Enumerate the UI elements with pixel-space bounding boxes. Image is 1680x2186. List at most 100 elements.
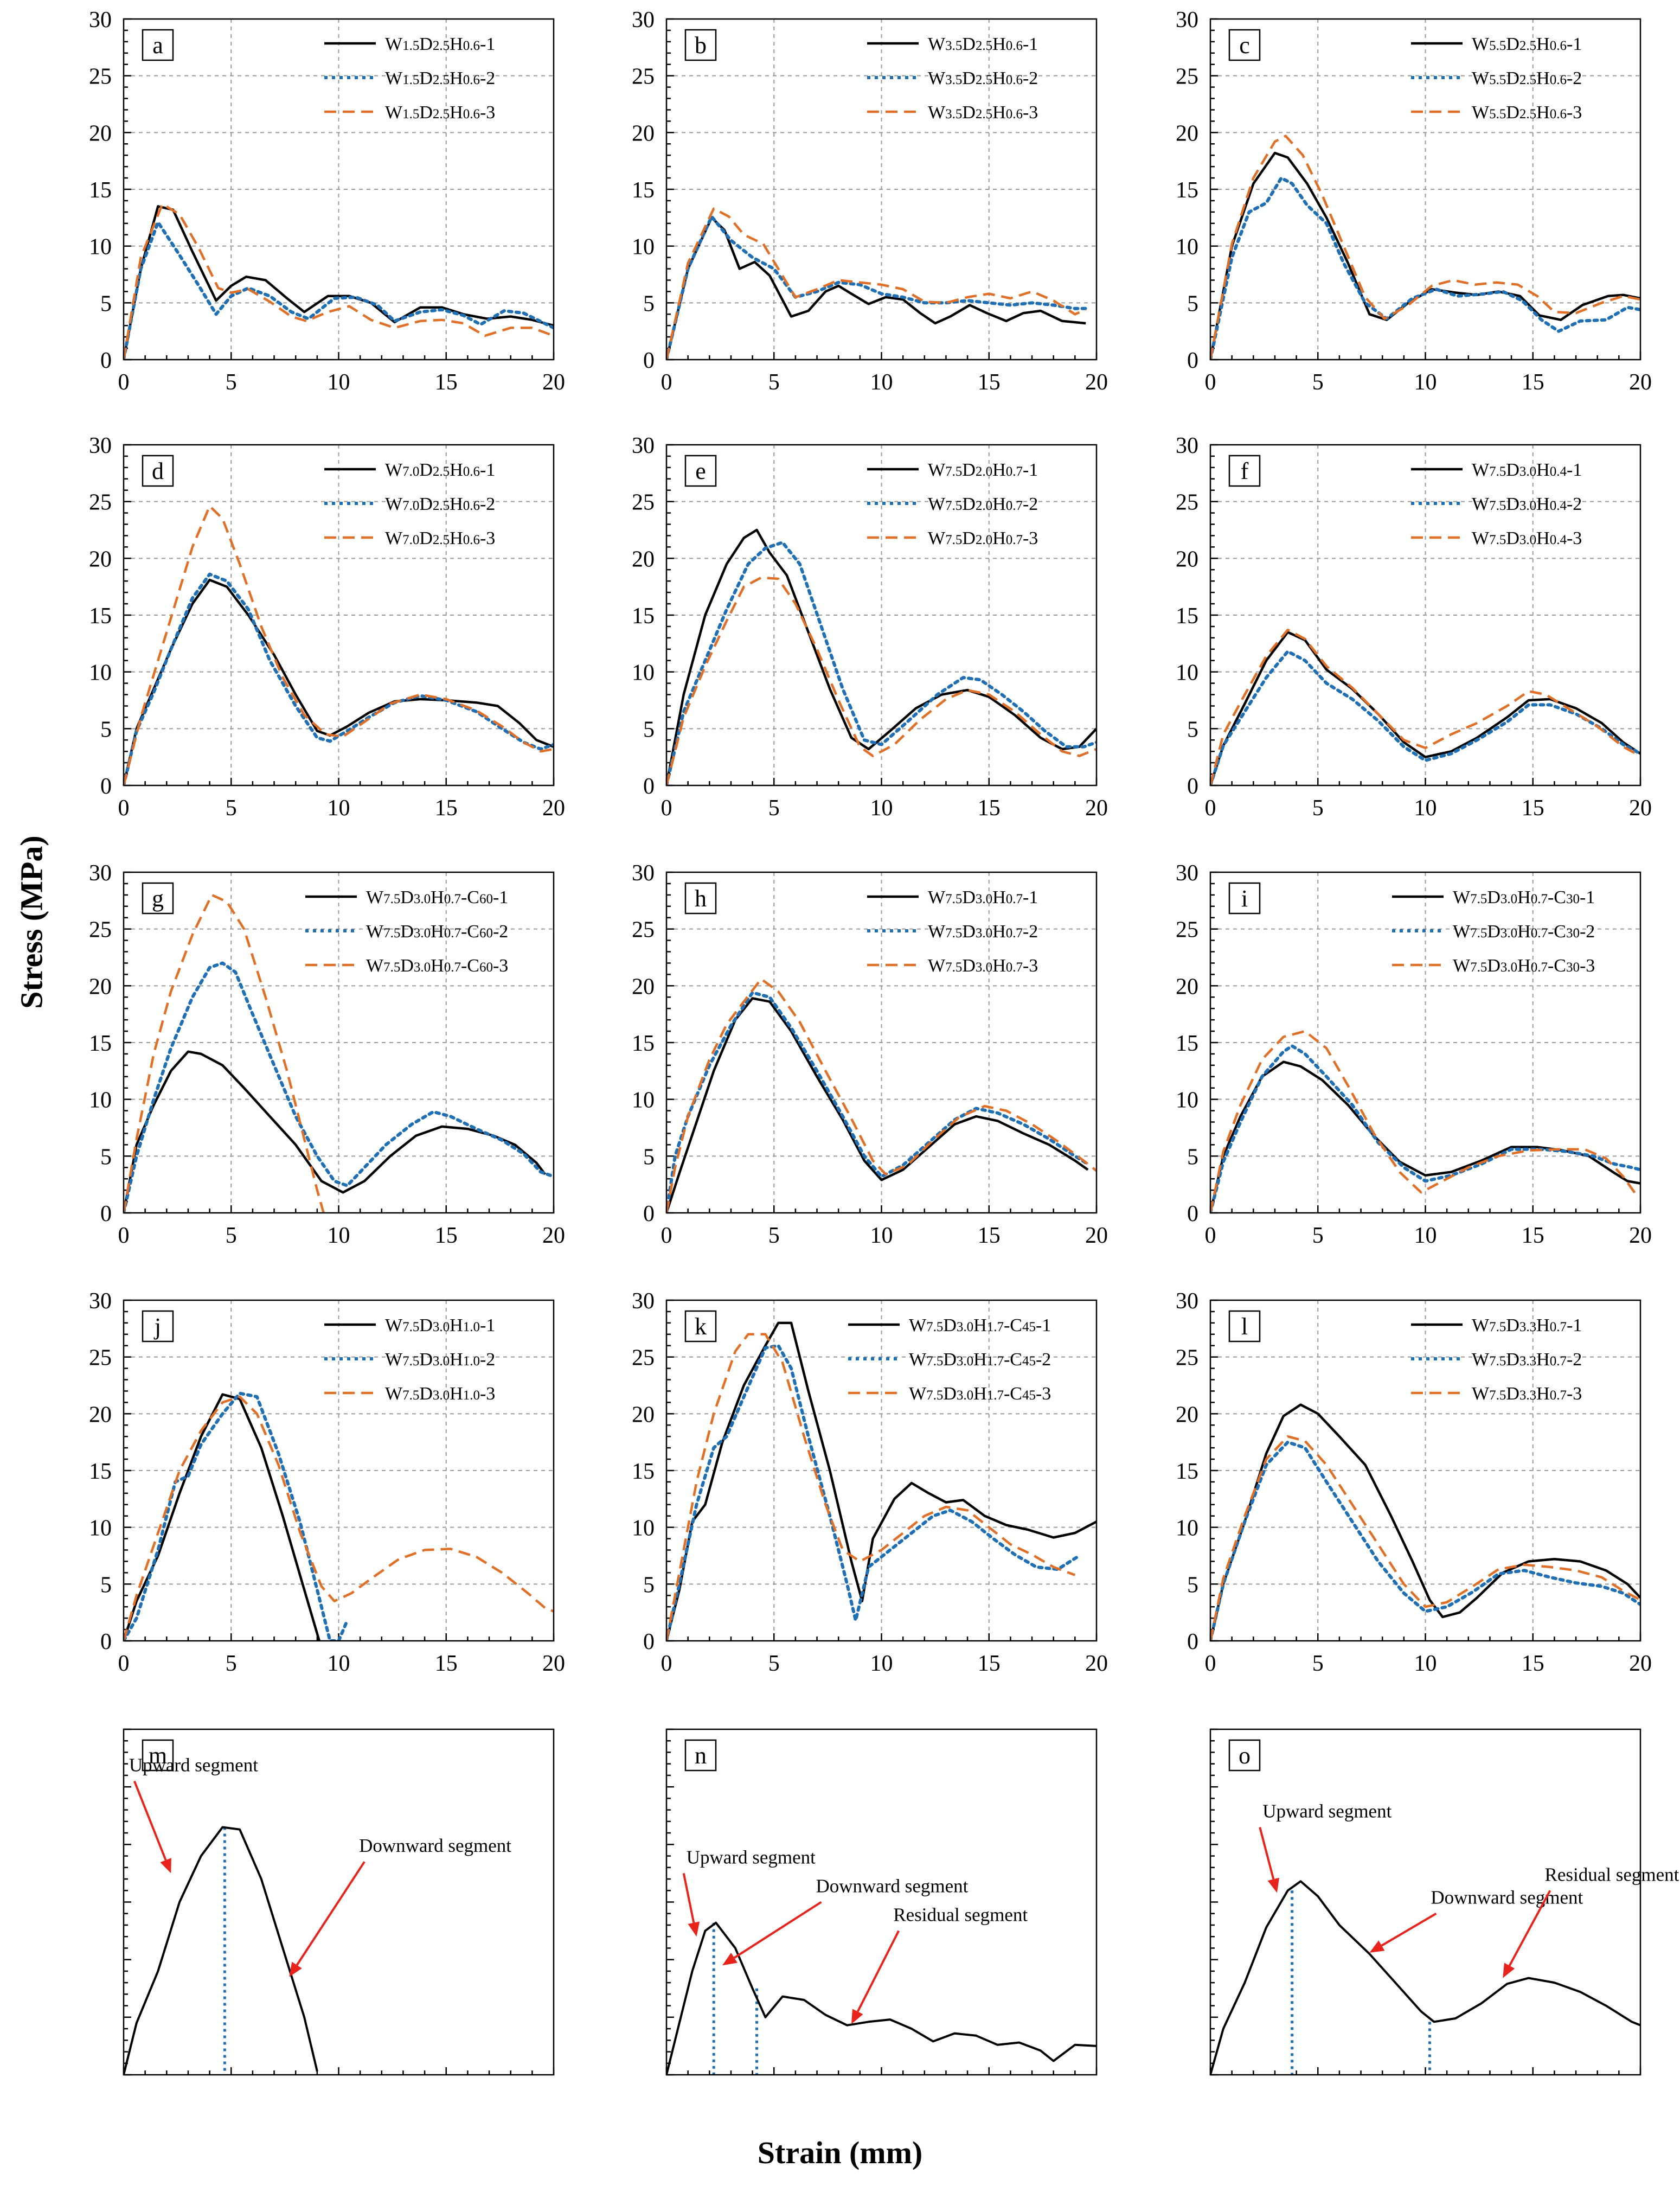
legend-label-part: 5.5 bbox=[1489, 107, 1506, 122]
y-tick-label: 10 bbox=[89, 235, 112, 260]
x-axis-title: Strain (mm) bbox=[757, 2135, 923, 2170]
series-line-1 bbox=[1210, 1060, 1640, 1213]
legend-label-part: -3 bbox=[1567, 1384, 1582, 1404]
x-tick-label: 10 bbox=[1414, 1651, 1437, 1676]
legend-label-part: 7.5 bbox=[926, 1388, 943, 1403]
series-line-3 bbox=[1210, 1435, 1640, 1641]
x-tick-label: 20 bbox=[542, 1651, 565, 1676]
series-line-2 bbox=[124, 961, 554, 1213]
annotation-arrow-shaft bbox=[133, 1780, 167, 1861]
legend-label-part: D bbox=[419, 1384, 433, 1404]
legend-label-part: H bbox=[431, 956, 444, 976]
series-line-2 bbox=[124, 572, 554, 785]
legend-label-part: 0.7 bbox=[1531, 960, 1548, 975]
panel-letter-box bbox=[684, 1310, 717, 1343]
legend-label-part: D bbox=[1506, 460, 1519, 480]
series-line-2 bbox=[666, 990, 1090, 1213]
legend-label-part: D bbox=[1487, 922, 1501, 942]
legend-label-part: D bbox=[400, 887, 414, 907]
y-tick-label: 20 bbox=[632, 1402, 655, 1427]
y-tick-label: 10 bbox=[1176, 1516, 1198, 1541]
legend-label-part: -3 bbox=[1580, 956, 1595, 976]
y-tick-label: 5 bbox=[643, 291, 655, 316]
x-tick-label: 5 bbox=[768, 1223, 780, 1248]
plot-frame bbox=[665, 1728, 1098, 2076]
legend-label-part: D bbox=[419, 103, 433, 123]
x-tick-label: 10 bbox=[1414, 370, 1437, 395]
legend-label-part: 1.7 bbox=[987, 1320, 1004, 1334]
legend-label-part: -1 bbox=[1023, 460, 1038, 480]
y-tick-label: 0 bbox=[100, 1629, 112, 1654]
legend-label-part: 2.5 bbox=[433, 73, 450, 87]
annotation-arrow-head bbox=[851, 2009, 863, 2024]
legend-label-part: 2.5 bbox=[433, 533, 450, 547]
legend-label-part: W bbox=[1472, 528, 1490, 548]
x-tick-label: 20 bbox=[1085, 370, 1108, 395]
legend-label-part: D bbox=[400, 956, 414, 976]
legend-label-3: W7.5D3.0H0.4-3 bbox=[1472, 528, 1582, 548]
x-tick-label: 15 bbox=[1522, 796, 1544, 821]
legend-label-part: D bbox=[419, 494, 433, 514]
y-tick-label: 5 bbox=[1187, 291, 1198, 316]
legend-label-1: W1.5D2.5H0.6-1 bbox=[385, 34, 495, 54]
legend-label-part: 1.0 bbox=[463, 1388, 480, 1403]
y-tick-label: 20 bbox=[89, 121, 112, 146]
y-tick-label: 30 bbox=[632, 8, 655, 33]
legend-label-part: 3.0 bbox=[433, 1388, 450, 1403]
legend-label-part: 0.6 bbox=[463, 464, 480, 479]
legend-label-part: D bbox=[962, 922, 976, 942]
legend-label-part: -1 bbox=[480, 1315, 495, 1335]
legend-label-part: D bbox=[962, 68, 976, 88]
legend-label-part: 7.5 bbox=[1470, 892, 1487, 906]
y-tick-label: 15 bbox=[89, 1459, 112, 1484]
panel-letter-box bbox=[142, 455, 174, 487]
legend-label-1: W7.5D3.0H1.0-1 bbox=[385, 1315, 495, 1335]
x-tick-label: 10 bbox=[1414, 1223, 1437, 1248]
legend-label-part: 0.6 bbox=[1550, 107, 1567, 122]
y-tick-label: 25 bbox=[89, 490, 112, 515]
x-tick-label: 15 bbox=[978, 1651, 1001, 1676]
legend-label-part: D bbox=[962, 494, 976, 514]
legend-label-part: 7.5 bbox=[945, 926, 962, 941]
legend-label-part: W bbox=[385, 1384, 403, 1404]
legend-label-part: -1 bbox=[1023, 887, 1038, 907]
y-tick-label: 15 bbox=[1176, 604, 1198, 629]
legend-label-part: 0.7 bbox=[444, 892, 461, 906]
y-tick-label: 0 bbox=[100, 1201, 112, 1226]
y-tick-label: 15 bbox=[89, 604, 112, 629]
y-tick-label: 0 bbox=[1187, 348, 1198, 373]
x-tick-label: 5 bbox=[768, 796, 780, 821]
legend-label-part: H bbox=[992, 460, 1006, 480]
legend-label-part: -C bbox=[461, 887, 479, 907]
legend-label-part: H bbox=[450, 460, 463, 480]
y-tick-label: 5 bbox=[643, 1145, 655, 1169]
legend-label-part: 7.5 bbox=[945, 892, 962, 906]
legend-label-part: H bbox=[1536, 34, 1550, 54]
legend-label-part: -2 bbox=[1036, 1350, 1051, 1370]
legend-label-part: H bbox=[1536, 1350, 1550, 1370]
legend-label-part: 7.5 bbox=[945, 464, 962, 479]
annotation-label: Upward segment bbox=[129, 1755, 258, 1776]
legend-label-part: 1.5 bbox=[402, 107, 419, 122]
legend-label-part: -3 bbox=[1036, 1384, 1051, 1404]
y-tick-label: 20 bbox=[89, 547, 112, 572]
annotation-label: Downward segment bbox=[816, 1876, 968, 1897]
legend-label-part: W bbox=[1472, 1350, 1490, 1370]
legend-label-part: 7.5 bbox=[1470, 960, 1487, 975]
y-tick-label: 20 bbox=[89, 974, 112, 999]
legend-label-part: H bbox=[973, 1315, 987, 1335]
legend-label-part: W bbox=[366, 956, 384, 976]
legend-label-part: H bbox=[450, 1350, 463, 1370]
legend-label-part: 30 bbox=[1566, 892, 1580, 906]
legend-label-part: D bbox=[943, 1384, 957, 1404]
legend-label-part: D bbox=[962, 34, 976, 54]
y-tick-label: 30 bbox=[89, 8, 112, 33]
series-line-1 bbox=[666, 1321, 1097, 1641]
panel-letter-box bbox=[142, 1310, 174, 1343]
legend-label-part: W bbox=[385, 34, 403, 54]
legend-label-part: H bbox=[1517, 887, 1531, 907]
legend-label-part: H bbox=[973, 1350, 987, 1370]
y-tick-label: 10 bbox=[1176, 235, 1198, 260]
legend-label-part: -C bbox=[461, 956, 479, 976]
